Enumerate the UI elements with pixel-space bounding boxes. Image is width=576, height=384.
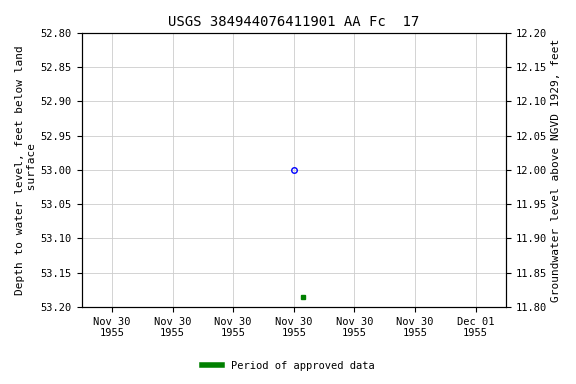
Title: USGS 384944076411901 AA Fc  17: USGS 384944076411901 AA Fc 17 <box>168 15 419 29</box>
Y-axis label: Depth to water level, feet below land
 surface: Depth to water level, feet below land su… <box>15 45 37 295</box>
Y-axis label: Groundwater level above NGVD 1929, feet: Groundwater level above NGVD 1929, feet <box>551 38 561 301</box>
Legend: Period of approved data: Period of approved data <box>198 357 378 375</box>
